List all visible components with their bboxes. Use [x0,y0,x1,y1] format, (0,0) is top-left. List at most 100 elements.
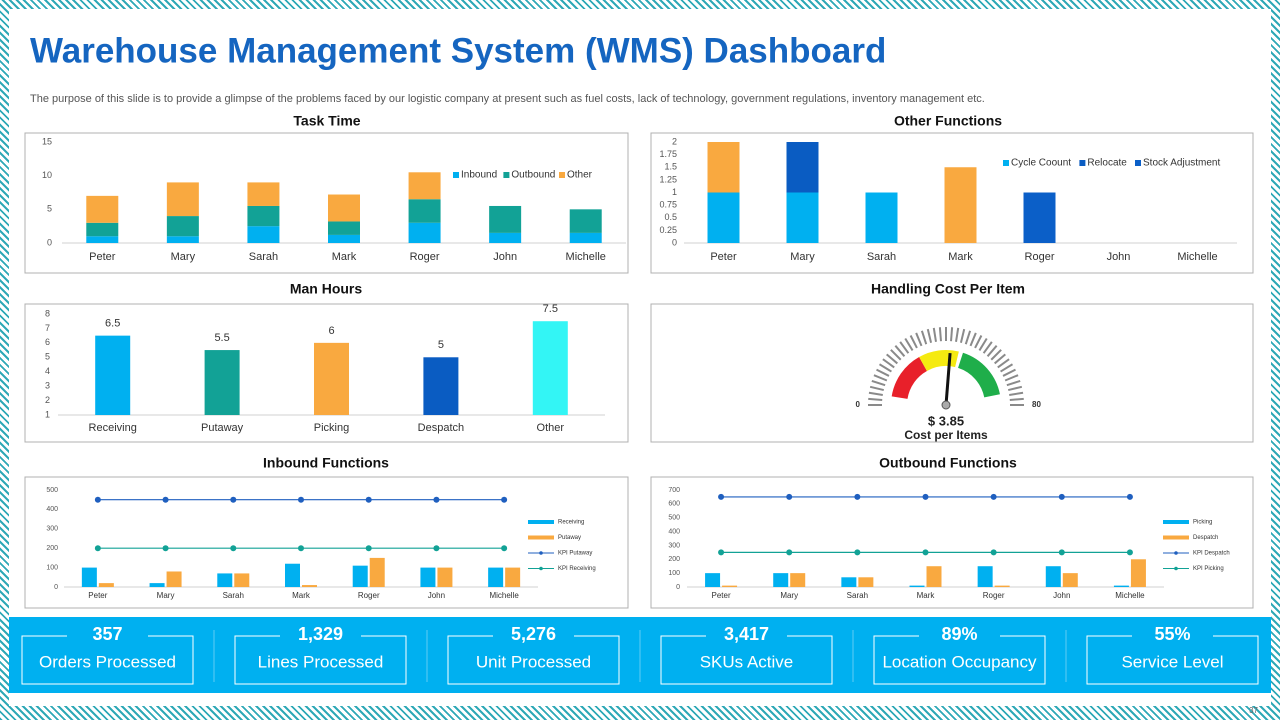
bar [1062,573,1078,587]
line-marker [718,493,725,500]
x-tick-label: Michelle [1177,251,1217,263]
gauge-tick [978,337,988,351]
bar-segment [707,142,740,193]
gauge-tick [915,332,923,347]
bar [926,566,942,587]
gauge-tick [868,391,883,396]
x-tick-label: Mark [948,251,973,263]
bar [204,350,240,415]
bar-segment [166,182,199,217]
legend-label: Putaway [558,535,581,541]
bar [420,567,436,587]
legend-label: KPI Picking [1193,566,1224,572]
bar [352,565,368,587]
legend-label: Other [567,170,593,181]
bar-segment [166,216,199,237]
line-marker [230,496,237,503]
gauge-tick [873,374,888,382]
y-tick-label: 5 [45,352,50,362]
kpi-value: 89% [941,624,977,644]
page-title: Warehouse Management System (WMS) Dashbo… [30,31,886,70]
kpi-gap [280,630,361,642]
bar-segment [489,205,522,233]
y-tick-label: 200 [668,556,680,563]
line-marker [990,549,997,556]
y-tick-label: 0 [54,584,58,591]
bar-segment [408,172,441,200]
gauge-label: 0 [856,400,861,409]
gauge-tick [894,345,906,357]
bar [773,573,789,587]
y-tick-label: 0.75 [659,200,677,210]
bar [98,583,114,587]
line-marker [365,496,372,503]
legend-label: Stock Adjustment [1143,158,1220,169]
legend-swatch [1174,566,1178,571]
bar-segment [86,236,119,243]
x-tick-label: Sarah [249,251,278,263]
panel [650,476,1254,609]
bar-segment [569,209,602,233]
y-tick-label: 300 [46,526,58,533]
panel [24,132,629,274]
gauge-needle [944,353,952,406]
x-tick-label: Despatch [418,422,464,434]
gauge-tick [932,327,937,342]
kpi-label: Lines Processed [258,652,384,671]
kpi-label: Orders Processed [39,652,176,671]
chart-title: Inbound Functions [263,455,389,471]
x-tick-label: Peter [710,251,737,263]
bar [369,557,385,587]
gauge-tick [909,335,918,349]
y-tick-label: 0.25 [659,225,677,235]
gauge-tick [1004,374,1019,382]
line-marker [990,493,997,500]
legend-label: Outbound [511,170,555,181]
bar [423,357,459,415]
gauge-tick [1002,368,1016,377]
gauge-tick [969,332,977,347]
gauge-tick [1009,397,1024,401]
bar-segment [86,222,119,237]
legend-label: KPI Putaway [558,551,592,557]
bar [532,321,568,415]
legend-swatch [1079,160,1086,166]
gauge-tick [1009,391,1024,396]
x-tick-label: Mark [292,591,311,600]
bar [81,567,97,587]
x-tick-label: Michelle [1115,591,1145,600]
x-tick-label: Mary [790,251,815,263]
x-tick-label: Mary [157,591,175,600]
gauge-tick [886,353,898,365]
x-tick-label: Peter [712,591,731,600]
bar-segment [865,192,898,243]
legend-swatch [539,551,543,555]
bar-segment [328,194,360,222]
gauge-tick [882,358,895,369]
bar-segment [707,192,740,243]
gauge-tick [878,363,892,373]
bar [977,566,993,587]
line-marker [501,545,508,552]
gauge-tick [1000,363,1014,373]
bar [149,583,165,587]
x-tick-label: Receiving [89,422,137,434]
chart-title: Outbound Functions [879,455,1017,471]
kpi-gap [67,630,148,642]
line-marker [230,545,237,552]
y-tick-label: 500 [668,515,680,522]
legend-label: Relocate [1087,158,1127,169]
bar-segment [569,232,602,243]
x-tick-label: Mark [917,591,936,600]
kpi-value: 5,276 [511,624,556,644]
bar [166,571,182,587]
y-tick-label: 500 [46,487,58,494]
bar-segment [328,234,360,243]
y-tick-label: 600 [668,501,680,508]
bar-segment [247,226,280,243]
y-tick-label: 15 [42,136,52,146]
x-tick-label: Roger [410,251,440,263]
legend-swatch [453,172,459,178]
bar [437,567,453,587]
